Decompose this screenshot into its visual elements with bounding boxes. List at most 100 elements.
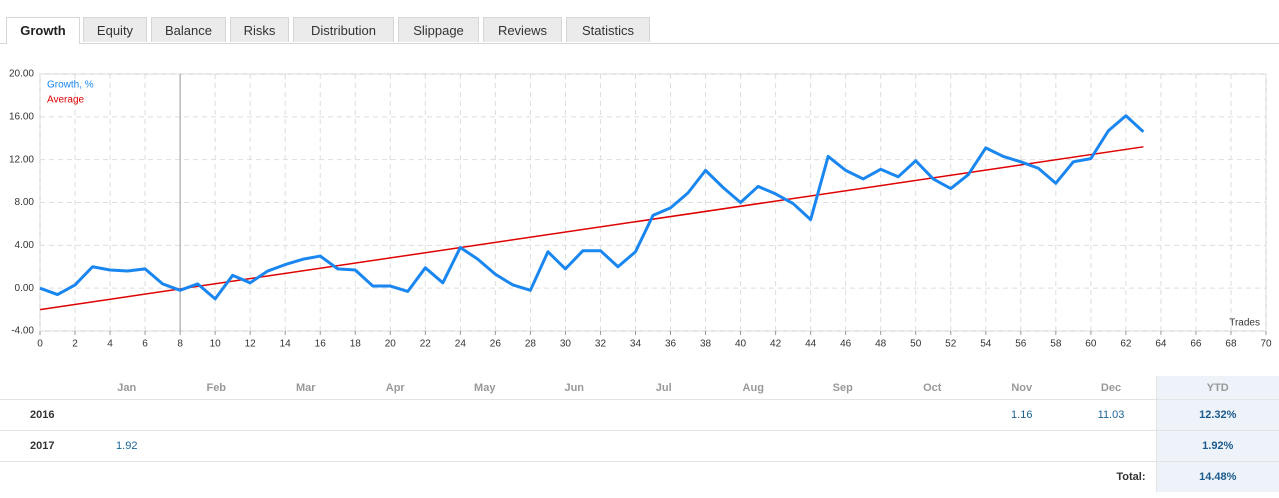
x-tick-label: 22 bbox=[420, 339, 432, 350]
x-tick-label: 64 bbox=[1155, 339, 1167, 350]
tab[interactable]: Risks bbox=[230, 17, 289, 42]
x-tick-label: 68 bbox=[1225, 339, 1237, 350]
x-tick-label: 0 bbox=[37, 339, 43, 350]
x-tick-label: 12 bbox=[245, 339, 257, 350]
month-value bbox=[171, 399, 261, 431]
ytd-value: 1.92% bbox=[1155, 430, 1279, 462]
x-tick-label: 56 bbox=[1015, 339, 1027, 350]
month-value bbox=[619, 399, 709, 431]
month-value bbox=[798, 399, 888, 431]
month-value bbox=[350, 430, 440, 462]
column-header: Oct bbox=[887, 376, 977, 400]
y-tick-label: 0.00 bbox=[15, 283, 35, 294]
column-header: Jun bbox=[529, 376, 619, 400]
y-tick-label: 20.00 bbox=[9, 69, 34, 80]
x-tick-label: 54 bbox=[980, 339, 992, 350]
year-row: 2017 1.92 1.92% bbox=[0, 430, 1279, 462]
month-value bbox=[887, 430, 977, 462]
tab[interactable]: Slippage bbox=[398, 17, 479, 42]
legend-entry: Average bbox=[47, 95, 85, 106]
column-header: May bbox=[440, 376, 530, 400]
yearly-table: Jan Feb Mar Apr May Jun Jul Aug Sep Oct Nov Dec YTD 2… bbox=[0, 376, 1279, 492]
month-value bbox=[887, 399, 977, 431]
y-tick-label: -4.00 bbox=[11, 326, 34, 337]
column-header: Apr bbox=[350, 376, 440, 400]
month-value bbox=[798, 430, 888, 462]
month-value bbox=[619, 430, 709, 462]
x-tick-label: 14 bbox=[280, 339, 292, 350]
x-tick-label: 36 bbox=[665, 339, 677, 350]
month-value bbox=[261, 399, 351, 431]
x-tick-label: 20 bbox=[385, 339, 397, 350]
total-row: Total: 14.48% bbox=[0, 461, 1279, 492]
x-tick-label: 2 bbox=[72, 339, 78, 350]
series-line bbox=[39, 146, 1144, 311]
x-tick-label: 70 bbox=[1260, 339, 1272, 350]
x-tick-label: 48 bbox=[875, 339, 887, 350]
column-header: Nov bbox=[977, 376, 1067, 400]
x-tick-label: 24 bbox=[455, 339, 467, 350]
x-tick-label: 38 bbox=[700, 339, 712, 350]
month-value bbox=[1066, 430, 1156, 462]
series-line bbox=[39, 114, 1145, 301]
tab[interactable]: Growth bbox=[6, 17, 80, 44]
x-axis-label: Trades bbox=[1229, 318, 1260, 329]
x-tick-label: 66 bbox=[1190, 339, 1202, 350]
month-value bbox=[529, 430, 619, 462]
x-tick-label: 40 bbox=[735, 339, 747, 350]
month-value bbox=[529, 399, 619, 431]
total-value: 14.48% bbox=[1155, 461, 1279, 492]
header-row: Jan Feb Mar Apr May Jun Jul Aug Sep Oct Nov Dec YTD bbox=[0, 376, 1279, 400]
month-value: 11.03 bbox=[1066, 399, 1156, 431]
x-tick-label: 50 bbox=[910, 339, 922, 350]
year: 2016 bbox=[0, 399, 82, 431]
x-tick-label: 46 bbox=[840, 339, 852, 350]
ytd-value: 12.32% bbox=[1155, 399, 1279, 431]
x-tick-label: 10 bbox=[210, 339, 222, 350]
tab[interactable]: Reviews bbox=[483, 17, 562, 42]
year: 2017 bbox=[0, 430, 82, 462]
column-header: Feb bbox=[171, 376, 261, 400]
legend-entry: Growth, % bbox=[47, 80, 94, 91]
x-tick-label: 4 bbox=[107, 339, 113, 350]
column-header: Mar bbox=[261, 376, 351, 400]
column-header: Aug bbox=[708, 376, 798, 400]
month-value bbox=[708, 430, 798, 462]
x-tick-label: 62 bbox=[1120, 339, 1132, 350]
year-row: 2016 1.16 11.03 12.32% bbox=[0, 399, 1279, 431]
column-header: Jul bbox=[619, 376, 709, 400]
x-tick-label: 8 bbox=[177, 339, 183, 350]
x-tick-label: 44 bbox=[805, 339, 817, 350]
month-value bbox=[977, 430, 1067, 462]
x-tick-label: 34 bbox=[630, 339, 642, 350]
month-value bbox=[350, 399, 440, 431]
month-value bbox=[708, 399, 798, 431]
x-tick-label: 26 bbox=[490, 339, 502, 350]
tab[interactable]: Distribution bbox=[293, 17, 394, 42]
total-label: Total: bbox=[1116, 471, 1146, 483]
y-tick-label: 16.00 bbox=[9, 111, 34, 122]
month-value bbox=[261, 430, 351, 462]
column-header: Dec bbox=[1066, 376, 1156, 400]
month-value: 1.92 bbox=[82, 430, 172, 462]
corner bbox=[0, 376, 82, 400]
x-tick-label: 32 bbox=[595, 339, 607, 350]
y-tick-label: 4.00 bbox=[15, 240, 35, 251]
y-tick-label: 8.00 bbox=[15, 197, 35, 208]
tab[interactable]: Balance bbox=[151, 17, 226, 42]
month-value: 1.16 bbox=[977, 399, 1067, 431]
tab[interactable]: Statistics bbox=[566, 17, 650, 42]
month-value bbox=[171, 430, 261, 462]
x-tick-label: 58 bbox=[1050, 339, 1062, 350]
month-value bbox=[440, 399, 530, 431]
column-header: Jan bbox=[82, 376, 172, 400]
tab[interactable]: Equity bbox=[83, 17, 147, 42]
month-value bbox=[82, 399, 172, 431]
column-header: YTD bbox=[1155, 376, 1279, 400]
x-tick-label: 28 bbox=[525, 339, 537, 350]
y-tick-label: 12.00 bbox=[9, 154, 34, 165]
x-tick-label: 60 bbox=[1085, 339, 1097, 350]
x-tick-label: 30 bbox=[560, 339, 572, 350]
